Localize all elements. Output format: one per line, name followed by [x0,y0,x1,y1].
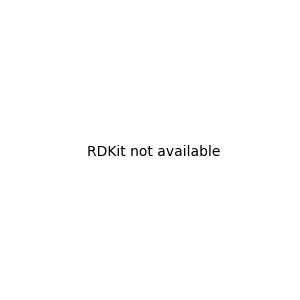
Text: RDKit not available: RDKit not available [87,145,220,158]
